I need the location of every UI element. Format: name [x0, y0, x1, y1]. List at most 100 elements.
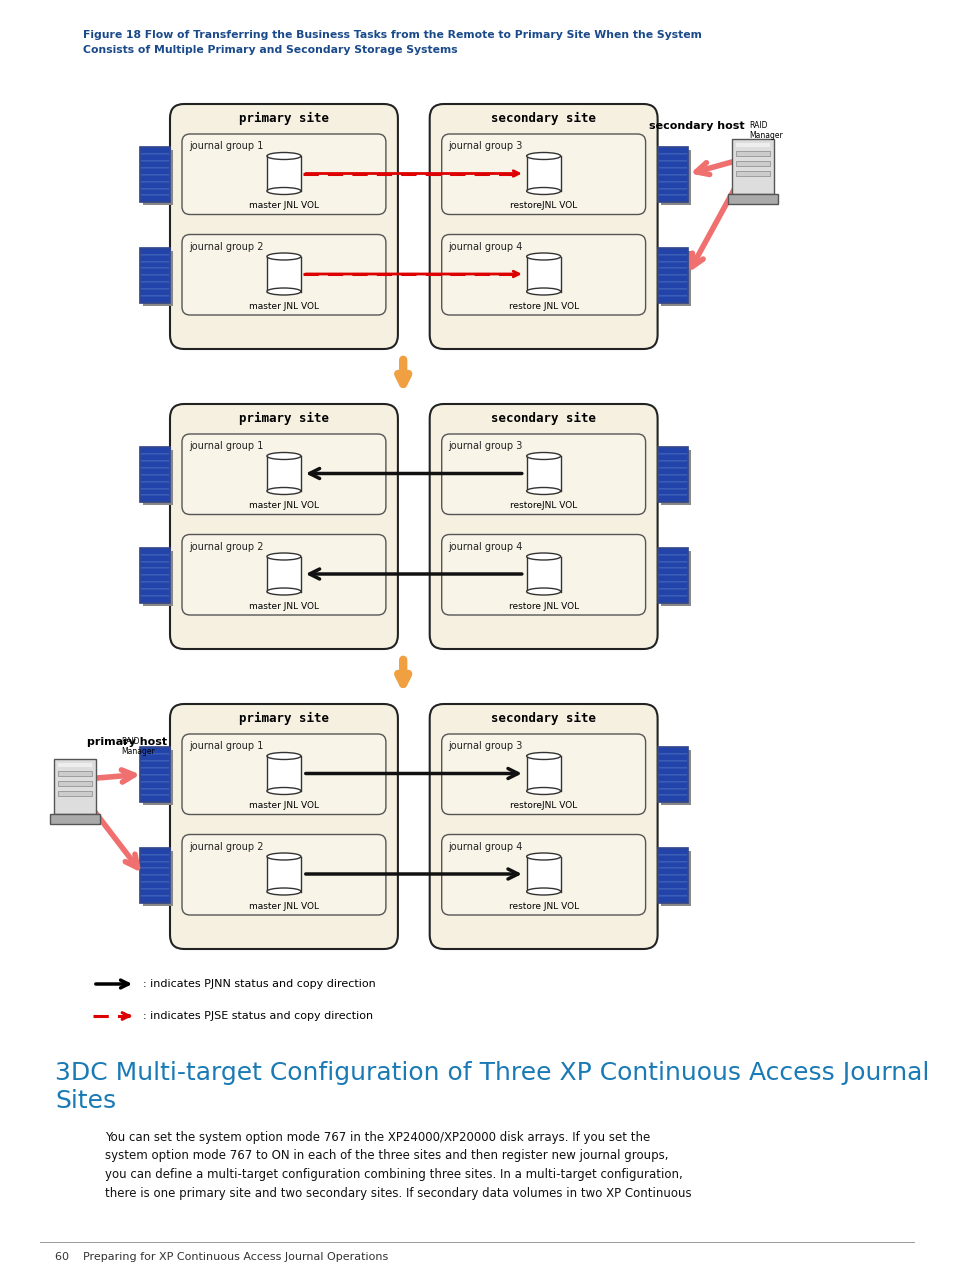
Text: master JNL VOL: master JNL VOL	[249, 902, 318, 911]
FancyBboxPatch shape	[140, 876, 170, 882]
FancyBboxPatch shape	[140, 754, 170, 761]
FancyBboxPatch shape	[140, 868, 170, 876]
FancyBboxPatch shape	[140, 796, 170, 802]
Ellipse shape	[267, 752, 300, 760]
FancyBboxPatch shape	[659, 450, 690, 506]
FancyBboxPatch shape	[182, 835, 386, 915]
FancyBboxPatch shape	[140, 582, 170, 588]
FancyBboxPatch shape	[170, 704, 397, 949]
Text: You can set the system option mode 767 in the XP24000/XP20000 disk arrays. If yo: You can set the system option mode 767 i…	[105, 1131, 691, 1200]
FancyBboxPatch shape	[659, 250, 690, 306]
Ellipse shape	[526, 289, 560, 295]
Text: journal group 4: journal group 4	[448, 241, 522, 252]
FancyBboxPatch shape	[143, 250, 172, 306]
FancyBboxPatch shape	[140, 554, 170, 562]
FancyBboxPatch shape	[140, 488, 170, 496]
Text: restore JNL VOL: restore JNL VOL	[508, 302, 578, 311]
Text: 3DC Multi-target Configuration of Three XP Continuous Access Journal: 3DC Multi-target Configuration of Three …	[55, 1061, 928, 1085]
FancyBboxPatch shape	[140, 468, 170, 475]
Text: primary site: primary site	[238, 412, 329, 425]
FancyBboxPatch shape	[735, 172, 769, 175]
FancyBboxPatch shape	[182, 433, 386, 515]
FancyBboxPatch shape	[140, 747, 170, 754]
FancyBboxPatch shape	[657, 276, 687, 282]
Text: journal group 1: journal group 1	[189, 441, 263, 451]
Ellipse shape	[267, 452, 300, 460]
FancyBboxPatch shape	[143, 750, 172, 806]
FancyBboxPatch shape	[657, 468, 687, 475]
FancyBboxPatch shape	[657, 782, 687, 788]
Ellipse shape	[526, 188, 560, 194]
FancyBboxPatch shape	[267, 257, 300, 291]
FancyBboxPatch shape	[140, 296, 170, 302]
FancyBboxPatch shape	[58, 771, 91, 777]
FancyBboxPatch shape	[657, 888, 687, 896]
FancyBboxPatch shape	[140, 596, 170, 602]
Ellipse shape	[267, 253, 300, 261]
FancyBboxPatch shape	[657, 454, 687, 461]
FancyBboxPatch shape	[50, 815, 100, 824]
Text: : indicates PJNN status and copy direction: : indicates PJNN status and copy directi…	[143, 979, 375, 989]
FancyBboxPatch shape	[143, 150, 172, 205]
FancyBboxPatch shape	[657, 168, 687, 174]
Ellipse shape	[267, 588, 300, 595]
FancyBboxPatch shape	[58, 780, 91, 785]
FancyBboxPatch shape	[441, 133, 645, 215]
FancyBboxPatch shape	[659, 750, 690, 806]
Ellipse shape	[526, 752, 560, 760]
FancyBboxPatch shape	[140, 188, 170, 196]
FancyBboxPatch shape	[58, 763, 91, 766]
Text: master JNL VOL: master JNL VOL	[249, 202, 318, 211]
FancyBboxPatch shape	[657, 582, 687, 588]
FancyBboxPatch shape	[140, 482, 170, 488]
FancyBboxPatch shape	[140, 761, 170, 768]
FancyBboxPatch shape	[735, 151, 769, 156]
Text: RAID
Manager: RAID Manager	[121, 737, 154, 756]
Ellipse shape	[267, 853, 300, 860]
FancyBboxPatch shape	[140, 768, 170, 775]
FancyBboxPatch shape	[267, 156, 300, 191]
FancyBboxPatch shape	[657, 775, 687, 782]
Ellipse shape	[267, 488, 300, 494]
FancyBboxPatch shape	[657, 289, 687, 296]
FancyBboxPatch shape	[657, 588, 687, 596]
FancyBboxPatch shape	[140, 882, 170, 888]
FancyBboxPatch shape	[657, 262, 687, 268]
FancyBboxPatch shape	[657, 161, 687, 168]
FancyBboxPatch shape	[143, 850, 172, 906]
Text: journal group 1: journal group 1	[189, 741, 263, 751]
FancyBboxPatch shape	[657, 747, 687, 754]
FancyBboxPatch shape	[657, 848, 687, 854]
FancyBboxPatch shape	[526, 156, 560, 191]
FancyBboxPatch shape	[727, 194, 777, 205]
FancyBboxPatch shape	[657, 896, 687, 902]
Ellipse shape	[267, 553, 300, 561]
FancyBboxPatch shape	[140, 562, 170, 568]
FancyBboxPatch shape	[182, 535, 386, 615]
Ellipse shape	[267, 888, 300, 895]
FancyBboxPatch shape	[441, 733, 645, 815]
FancyBboxPatch shape	[182, 733, 386, 815]
FancyBboxPatch shape	[657, 196, 687, 202]
FancyBboxPatch shape	[657, 882, 687, 888]
FancyBboxPatch shape	[657, 788, 687, 796]
Ellipse shape	[526, 588, 560, 595]
Ellipse shape	[526, 253, 560, 261]
Text: restore JNL VOL: restore JNL VOL	[508, 902, 578, 911]
FancyBboxPatch shape	[657, 268, 687, 276]
FancyBboxPatch shape	[657, 475, 687, 482]
FancyBboxPatch shape	[657, 248, 687, 254]
FancyBboxPatch shape	[140, 788, 170, 796]
FancyBboxPatch shape	[657, 554, 687, 562]
Text: master JNL VOL: master JNL VOL	[249, 602, 318, 611]
FancyBboxPatch shape	[657, 147, 687, 154]
Text: journal group 3: journal group 3	[448, 441, 522, 451]
FancyBboxPatch shape	[140, 548, 170, 554]
FancyBboxPatch shape	[143, 450, 172, 506]
FancyBboxPatch shape	[140, 154, 170, 161]
FancyBboxPatch shape	[526, 756, 560, 791]
Text: secondary site: secondary site	[491, 112, 596, 125]
FancyBboxPatch shape	[267, 456, 300, 491]
FancyBboxPatch shape	[657, 174, 687, 182]
FancyBboxPatch shape	[657, 182, 687, 188]
